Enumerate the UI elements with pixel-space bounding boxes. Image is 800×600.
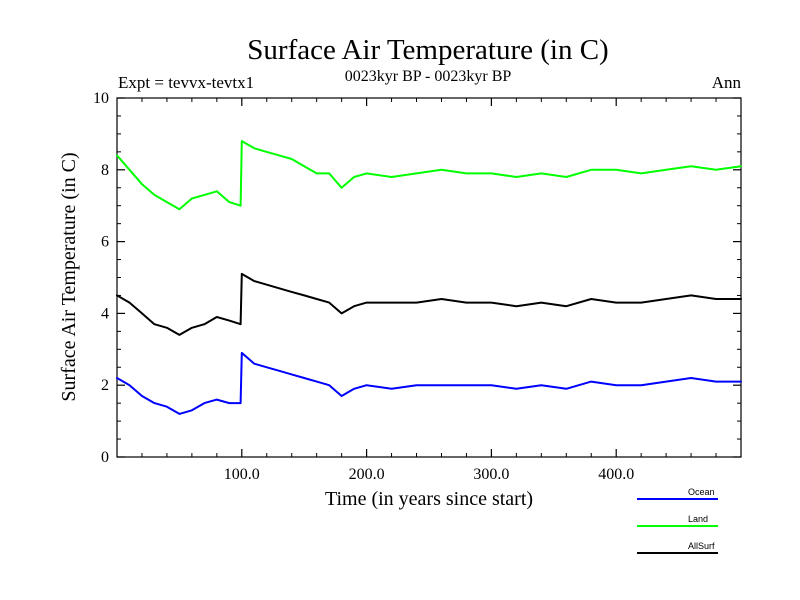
y-axis-label: Surface Air Temperature (in C) (58, 152, 80, 401)
season-label: Ann (712, 73, 742, 92)
y-tick-label: 6 (101, 234, 109, 251)
y-tick-label: 2 (101, 377, 109, 394)
x-axis-label: Time (in years since start) (325, 488, 533, 510)
y-tick-label: 10 (93, 90, 109, 107)
chart-title: Surface Air Temperature (in C) (247, 34, 608, 66)
legend-label-land: Land (688, 514, 708, 524)
legend-label-ocean: Ocean (688, 487, 715, 497)
series-line-allsurf (116, 272, 742, 336)
legend: Ocean Land AllSurf (637, 487, 718, 554)
experiment-label: Expt = tevvx-tevtx1 (118, 73, 254, 92)
x-tick-label: 300.0 (473, 466, 509, 483)
y-tick-label: 4 (101, 305, 109, 322)
plot-frame (116, 97, 742, 458)
y-tick-label: 8 (101, 162, 109, 179)
x-tick-label: 400.0 (598, 466, 634, 483)
x-tick-label: 100.0 (224, 466, 260, 483)
y-tick-label: 0 (101, 449, 109, 466)
plot-area (116, 140, 742, 415)
series-line-ocean (116, 351, 742, 415)
x-tick-label: 200.0 (349, 466, 385, 483)
legend-label-allsurf: AllSurf (688, 541, 715, 551)
series-line-land (116, 140, 742, 211)
axes: 0 2 4 6 8 10 100.0 200.0 300.0 400.0 (93, 90, 741, 483)
chart-subtitle: 0023kyr BP - 0023kyr BP (345, 68, 512, 85)
